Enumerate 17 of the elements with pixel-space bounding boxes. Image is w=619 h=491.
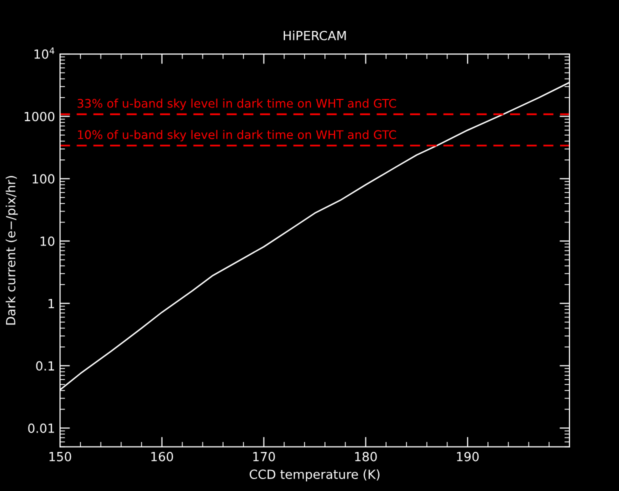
x-tick-label: 170 xyxy=(253,452,275,462)
y-tick-label: 0.01 xyxy=(28,424,54,433)
y-tick-label: 100 xyxy=(32,174,54,184)
x-tick-label: 180 xyxy=(355,452,377,462)
y-tick-label: 0.1 xyxy=(36,361,54,371)
y-axis-title: Dark current (e−/pix/hr) xyxy=(6,176,18,325)
x-axis-title: CCD temperature (K) xyxy=(250,469,380,482)
y-tick-label: 10$^{4}$ xyxy=(34,48,54,59)
y-tick-label: 1000 xyxy=(24,112,54,122)
x-tick-label: 160 xyxy=(151,452,174,462)
ref-line-label: 33% of u-band sky level in dark time on WHT and GTC xyxy=(78,98,396,110)
y-tick-label: 1 xyxy=(48,299,54,308)
chart-title: HiPERCAM xyxy=(284,30,346,40)
x-tick-label: 150 xyxy=(49,452,72,462)
ref-line-label: 10% of u-band sky level in dark time on WHT and GTC xyxy=(78,130,396,142)
y-tick-label: 10 xyxy=(40,236,54,246)
x-tick-label: 190 xyxy=(457,452,479,462)
